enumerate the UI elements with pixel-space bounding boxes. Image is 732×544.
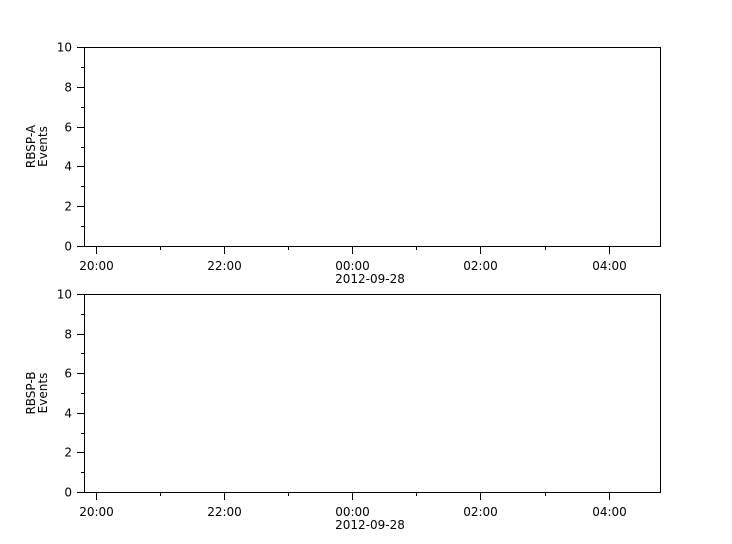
y-tick-label: 2 <box>64 200 72 214</box>
x-tick-label: 02:00 <box>463 259 498 273</box>
y-tick-label: 0 <box>64 240 72 254</box>
y-tick-label: 10 <box>57 41 72 55</box>
y-axis-label: RBSP-B <box>24 371 38 414</box>
plot-frame <box>84 47 661 247</box>
x-tick-label: 22:00 <box>207 259 242 273</box>
y-tick-label: 4 <box>64 160 72 174</box>
panel-1: 0 2 4 6 8 10 20:00 22:00 00:00 02:00 04:00 2012-09-… <box>24 41 661 286</box>
x-tick-label: 20:00 <box>79 259 114 273</box>
x-tick-label: 00:00 <box>335 259 370 273</box>
y-tick-label: 10 <box>57 288 72 302</box>
panel-2: 0 2 4 6 8 10 20:00 22:00 00:00 02:00 04:00 2012-09-… <box>24 288 661 532</box>
x-axis-date-label: 2012-09-28 <box>335 518 405 532</box>
y-tick-label: 4 <box>64 407 72 421</box>
y-tick-label: 0 <box>64 486 72 500</box>
plot-frame <box>84 294 661 493</box>
x-axis-date-label: 2012-09-28 <box>335 272 405 286</box>
y-tick-label: 8 <box>64 328 72 342</box>
y-axis-label: Events <box>36 126 50 167</box>
y-tick-label: 6 <box>64 121 72 135</box>
y-axis-label: Events <box>36 373 50 414</box>
y-tick-label: 8 <box>64 81 72 95</box>
x-tick-label: 00:00 <box>335 505 370 519</box>
x-tick-label: 22:00 <box>207 505 242 519</box>
x-tick-label: 02:00 <box>463 505 498 519</box>
y-tick-label: 6 <box>64 367 72 381</box>
y-axis-label: RBSP-A <box>24 124 38 168</box>
x-tick-label: 20:00 <box>79 505 114 519</box>
x-tick-label: 04:00 <box>592 259 627 273</box>
y-tick-label: 2 <box>64 446 72 460</box>
x-tick-label: 04:00 <box>592 505 627 519</box>
